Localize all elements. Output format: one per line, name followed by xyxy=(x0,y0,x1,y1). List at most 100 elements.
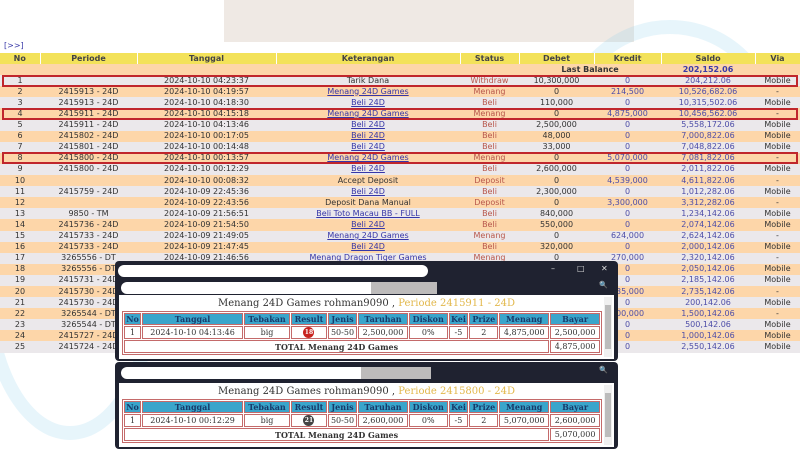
cell-no: 6 xyxy=(0,130,40,142)
cell-bayar: 2,600,000 xyxy=(550,414,600,427)
cell-tanggal: 2024-10-10 00:17:05 xyxy=(137,130,276,142)
popup-content: Menang 24D Games rohman9090 , Periode 24… xyxy=(119,295,614,359)
url-redaction xyxy=(361,367,431,379)
cell-no: 10 xyxy=(0,175,40,187)
cell-tebakan: big xyxy=(244,326,291,339)
url-bar[interactable] xyxy=(121,367,361,379)
cell-periode: 2415911 - 24D xyxy=(40,108,137,120)
keterangan-link[interactable]: Beli 24D xyxy=(351,219,385,229)
cell-status: Menang xyxy=(460,152,519,164)
cell-status: Menang xyxy=(460,108,519,120)
cell-saldo: 200,142.06 xyxy=(661,297,755,309)
cell-kredit: 0 xyxy=(594,341,661,353)
cell-tanggal: 2024-10-09 21:47:45 xyxy=(137,241,276,253)
cell-saldo: 2,550,142.06 xyxy=(661,341,755,353)
cell-saldo: 1,000,142.06 xyxy=(661,330,755,342)
url-bar[interactable] xyxy=(121,282,371,294)
cell-kredit: 535,000 xyxy=(594,285,661,298)
column-header-tebakan: Tebakan xyxy=(244,401,291,413)
cell-debet: 33,000 xyxy=(519,141,594,153)
cell-periode: 2415727 - 24D xyxy=(40,330,137,342)
close-button[interactable]: ✕ xyxy=(601,264,608,273)
cell-saldo: 2,320,142.06 xyxy=(661,252,755,264)
column-header-menang: Menang xyxy=(499,313,550,325)
maximize-button[interactable]: □ xyxy=(577,264,585,273)
cell-saldo: 5,558,172.06 xyxy=(661,119,755,131)
scrollbar[interactable] xyxy=(604,385,612,445)
keterangan-link[interactable]: Menang 24D Games xyxy=(327,86,409,96)
cell-debet: 2,300,000 xyxy=(519,186,594,198)
cell-debet: 320,000 xyxy=(519,241,594,253)
highlight-box xyxy=(2,152,798,165)
cell-kredit: 0 xyxy=(594,130,661,142)
cell-jenis: 50-50 xyxy=(327,414,358,427)
cell-prize: 2 xyxy=(469,414,499,427)
popup-title: Menang 24D Games rohman9090 , Periode 24… xyxy=(119,298,614,309)
cell-ket: Beli 24D xyxy=(276,141,460,153)
zoom-icon[interactable]: 🔍 xyxy=(599,366,608,374)
cell-kredit: 270,000 xyxy=(594,252,661,264)
cell-tanggal: 2024-10-09 21:56:51 xyxy=(137,208,276,220)
table-row: 9 2415800 - 24D 2024-10-10 00:12:29 Beli 24… xyxy=(0,163,800,176)
keterangan-link[interactable]: Beli 24D xyxy=(351,131,385,141)
keterangan-link[interactable]: Beli 24D xyxy=(351,97,385,107)
keterangan-link[interactable]: Menang 24D Games xyxy=(327,231,409,241)
cell-tanggal: 2024-10-09 21:49:05 xyxy=(137,230,276,242)
table-row: 4 2415911 - 24D 2024-10-10 04:15:18 Menang … xyxy=(0,108,800,120)
column-header-no: No xyxy=(0,53,41,65)
cell-periode: 2415800 - 24D xyxy=(40,163,137,176)
keterangan-link[interactable]: Beli 24D xyxy=(351,164,385,174)
popup-periode: Periode 2415800 - 24D xyxy=(398,386,515,397)
cell-status: Deposit xyxy=(460,197,519,209)
cell-tebakan: big xyxy=(244,414,291,427)
cell-via: Mobile xyxy=(755,219,800,231)
cell-ket: Beli 24D xyxy=(276,119,460,131)
cell-status: Beli xyxy=(460,241,519,253)
cell-status: Beli xyxy=(460,141,519,153)
cell-kredit: 0 xyxy=(594,319,661,331)
address-bar[interactable] xyxy=(118,265,428,277)
cell-kredit: 214,500 xyxy=(594,86,661,98)
keterangan-link[interactable]: Beli Toto Macau BB - FULL xyxy=(316,208,420,218)
cell-tanggal: 2024-10-10 04:13:46 xyxy=(137,119,276,131)
cell-status: Beli xyxy=(460,208,519,220)
cell-kredit: 5,070,000 xyxy=(594,152,661,164)
popup-title-text: Menang 24D Games rohman9090 , xyxy=(217,298,396,309)
cell-kredit: 0 xyxy=(594,119,661,131)
cell-kredit: 4,875,000 xyxy=(594,108,661,120)
cell-no: 8 xyxy=(0,152,40,164)
popup-content: Menang 24D Games rohman9090 , Periode 24… xyxy=(119,383,614,447)
result-ball: 21 xyxy=(303,415,315,426)
scrollbar[interactable] xyxy=(604,297,612,357)
cell-via: Mobile xyxy=(755,130,800,142)
cell-tanggal: 2024-10-10 04:23:37 xyxy=(137,75,276,87)
cell-no: 24 xyxy=(0,330,40,342)
keterangan-link[interactable]: Menang 24D Games xyxy=(327,109,409,119)
column-header-kei: Kei xyxy=(448,401,469,413)
keterangan-link[interactable]: Beli 24D xyxy=(351,120,385,130)
cell-via: Mobile xyxy=(755,163,800,176)
cell-periode: 2415736 - 24D xyxy=(40,219,137,231)
column-header-tanggal: Tanggal xyxy=(142,313,244,325)
next-page-link[interactable]: [>>] xyxy=(4,41,24,50)
cell-kei: -5 xyxy=(448,326,469,339)
cell-saldo: 7,000,822.06 xyxy=(661,130,755,142)
cell-periode: 2415730 - 24D xyxy=(40,297,137,309)
column-header-tanggal: Tanggal xyxy=(142,401,244,413)
keterangan-link[interactable]: Menang 24D Games xyxy=(327,153,409,163)
cell-debet: 0 xyxy=(519,175,594,187)
last-balance-value: 202,152.06 xyxy=(661,64,755,76)
keterangan-link[interactable]: Beli 24D xyxy=(351,186,385,196)
cell-via: - xyxy=(755,285,800,298)
top-banner-placeholder xyxy=(224,0,634,42)
keterangan-link[interactable]: Beli 24D xyxy=(351,142,385,152)
cell-taruhan: 2,600,000 xyxy=(358,414,408,427)
cell-ket: Deposit Dana Manual xyxy=(276,197,460,209)
cell-periode: 2415913 - 24D xyxy=(40,97,137,109)
keterangan-link[interactable]: Beli 24D xyxy=(351,242,385,252)
zoom-icon[interactable]: 🔍 xyxy=(599,281,608,289)
keterangan-link[interactable]: Menang Dragon Tiger Games xyxy=(309,253,427,263)
cell-saldo: 4,611,822.06 xyxy=(661,175,755,187)
minimize-button[interactable]: – xyxy=(551,264,555,273)
cell-status: Menang xyxy=(460,230,519,242)
